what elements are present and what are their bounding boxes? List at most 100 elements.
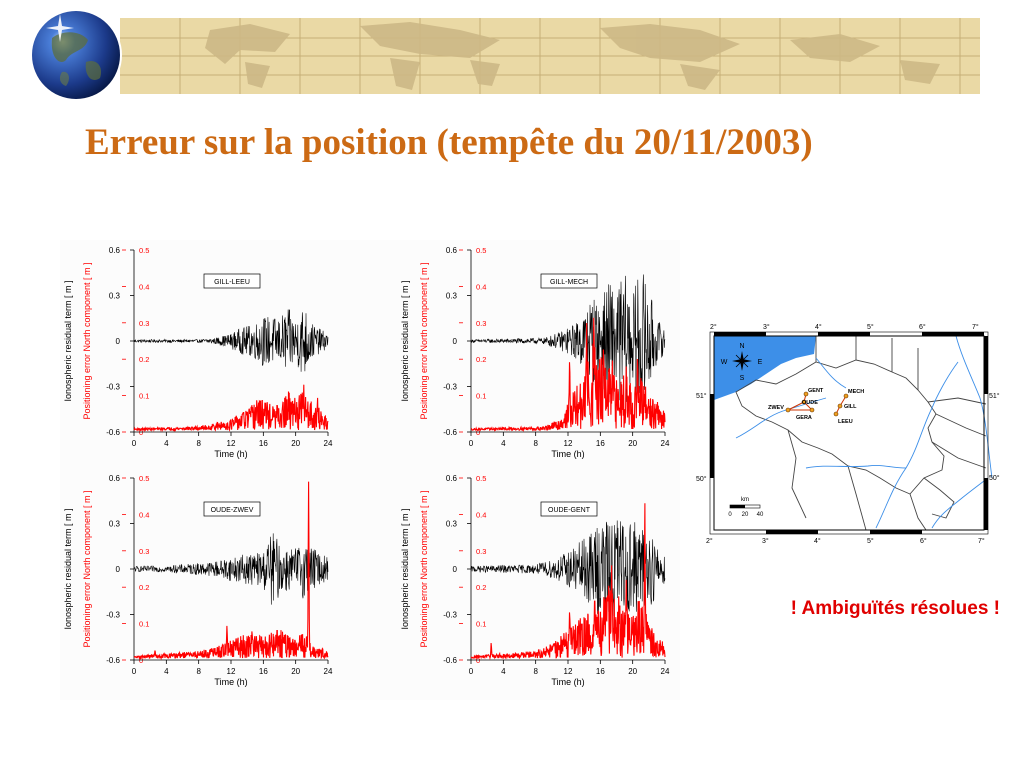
- x-tick-label: 0: [132, 439, 137, 448]
- x-tick-label: 8: [533, 667, 538, 676]
- map-lat-left-1: 51°: [696, 392, 707, 400]
- x-axis-label: Time (h): [214, 449, 247, 459]
- x-tick-label: 4: [164, 439, 169, 448]
- scale-unit: km: [741, 497, 749, 503]
- x-tick-label: 12: [564, 439, 573, 448]
- left-axis-title: Ionospheric residual term [ m ]: [63, 508, 73, 629]
- right-tick-label: 0: [139, 428, 143, 437]
- north-sea: [714, 336, 816, 400]
- right-tick-label: 0.5: [139, 246, 149, 255]
- right-tick-label: 0.1: [139, 620, 149, 629]
- right-tick-label: 0.2: [476, 355, 486, 364]
- border-de: [927, 397, 987, 469]
- map-lon-top-1: 2°: [710, 323, 717, 331]
- station-zwev-label: ZWEV: [768, 405, 784, 411]
- x-tick-label: 8: [196, 439, 201, 448]
- station-oude-marker: [801, 399, 807, 405]
- left-tick-label: -0.6: [443, 428, 457, 437]
- river-dender: [815, 357, 847, 389]
- chart-panel-oude-zwev: 0.60.30-0.3-0.60.50.40.30.20.100 4 8 12 16 20…: [63, 474, 333, 687]
- map-lon-top-6: 7°: [972, 323, 979, 331]
- baseline-label: GILL-MECH: [550, 279, 588, 286]
- baseline-oude-zwev: [787, 401, 805, 411]
- right-tick-label: 0.2: [139, 355, 149, 364]
- river-moselle: [931, 477, 989, 529]
- left-tick-label: -0.3: [106, 383, 120, 392]
- station-gera-label: GERA: [796, 415, 812, 421]
- scale-tick-20: 20: [742, 512, 749, 518]
- compass-n: N: [739, 343, 744, 350]
- x-tick-label: 12: [227, 439, 236, 448]
- left-tick-label: 0: [116, 565, 121, 574]
- x-tick-label: 24: [324, 439, 333, 448]
- map-lon-bottom-2: 3°: [762, 537, 769, 545]
- scale-tick-40: 40: [757, 512, 764, 518]
- right-tick-label: 0.2: [139, 583, 149, 592]
- baseline-label: OUDE-ZWEV: [211, 507, 254, 514]
- left-tick-label: 0: [453, 565, 458, 574]
- border-fr: [787, 429, 927, 531]
- positioning-error-series: [133, 384, 329, 433]
- compass-rose: N S E W: [721, 343, 763, 382]
- border-nl: [815, 336, 919, 390]
- station-oude-label: OUDE: [802, 400, 818, 406]
- x-tick-label: 16: [259, 439, 268, 448]
- parchment-map-strip: [120, 18, 980, 94]
- map-lon-top-4: 5°: [867, 323, 874, 331]
- chart-panel-gill-mech: 0.60.30-0.3-0.60.50.40.30.20.100 4 8 12 16 20…: [400, 246, 670, 459]
- x-tick-label: 16: [596, 439, 605, 448]
- x-tick-label: 12: [227, 667, 236, 676]
- station-gill-label: GILL: [844, 404, 857, 410]
- right-tick-label: 0.1: [476, 620, 486, 629]
- right-tick-label: 0.1: [139, 392, 149, 401]
- chart-panel-oude-gent: 0.60.30-0.3-0.60.50.40.30.20.100 4 8 12 16 20…: [400, 474, 670, 687]
- station-gent-label: GENT: [808, 388, 824, 394]
- river-meuse: [875, 361, 959, 529]
- x-axis-label: Time (h): [214, 677, 247, 687]
- x-tick-label: 8: [533, 439, 538, 448]
- right-axis-title: Positioning error North component [ m ]: [82, 490, 92, 647]
- x-tick-label: 4: [501, 439, 506, 448]
- right-tick-label: 0.3: [139, 547, 149, 556]
- globe-logo: [30, 9, 122, 101]
- right-tick-label: 0.4: [476, 282, 486, 291]
- map-lon-bottom-4: 5°: [867, 537, 874, 545]
- left-tick-label: -0.3: [443, 611, 457, 620]
- x-tick-label: 20: [291, 667, 300, 676]
- right-tick-label: 0: [139, 656, 143, 665]
- station-gill-marker: [837, 403, 843, 409]
- baseline-label-box: [540, 273, 598, 289]
- scale-bar: km 0 20 40: [728, 497, 764, 518]
- right-tick-label: 0.5: [476, 246, 486, 255]
- station-leeu-label: LEEU: [838, 419, 853, 425]
- right-tick-label: 0.3: [139, 319, 149, 328]
- right-tick-label: 0: [476, 428, 480, 437]
- x-axis-label: Time (h): [551, 677, 584, 687]
- x-tick-label: 24: [661, 667, 670, 676]
- right-tick-label: 0.4: [139, 510, 149, 519]
- baseline-label-box: [540, 501, 598, 517]
- positioning-error-series: [470, 317, 666, 433]
- baseline-label: OUDE-GENT: [548, 507, 591, 514]
- left-axis-title: Ionospheric residual term [ m ]: [400, 508, 410, 629]
- left-tick-label: -0.6: [106, 656, 120, 665]
- left-tick-label: 0.3: [446, 520, 458, 529]
- left-axis-title: Ionospheric residual term [ m ]: [400, 280, 410, 401]
- right-axis-title: Positioning error North component [ m ]: [419, 262, 429, 419]
- compass-s: S: [740, 375, 745, 382]
- x-tick-label: 0: [469, 439, 474, 448]
- station-mech-marker: [843, 393, 849, 399]
- ionospheric-residual-series: [133, 308, 329, 372]
- x-tick-label: 12: [564, 667, 573, 676]
- ionospheric-residual-series: [470, 520, 666, 617]
- map-lon-bottom-5: 6°: [920, 537, 927, 545]
- compass-w: W: [721, 359, 728, 366]
- map-frame: [709, 331, 989, 535]
- right-tick-label: 0.3: [476, 547, 486, 556]
- positioning-error-series: [133, 481, 329, 661]
- left-tick-label: 0.6: [446, 474, 458, 483]
- compass-e: E: [758, 359, 763, 366]
- left-tick-label: 0.6: [109, 474, 121, 483]
- x-axis-label: Time (h): [551, 449, 584, 459]
- right-axis-title: Positioning error North component [ m ]: [419, 490, 429, 647]
